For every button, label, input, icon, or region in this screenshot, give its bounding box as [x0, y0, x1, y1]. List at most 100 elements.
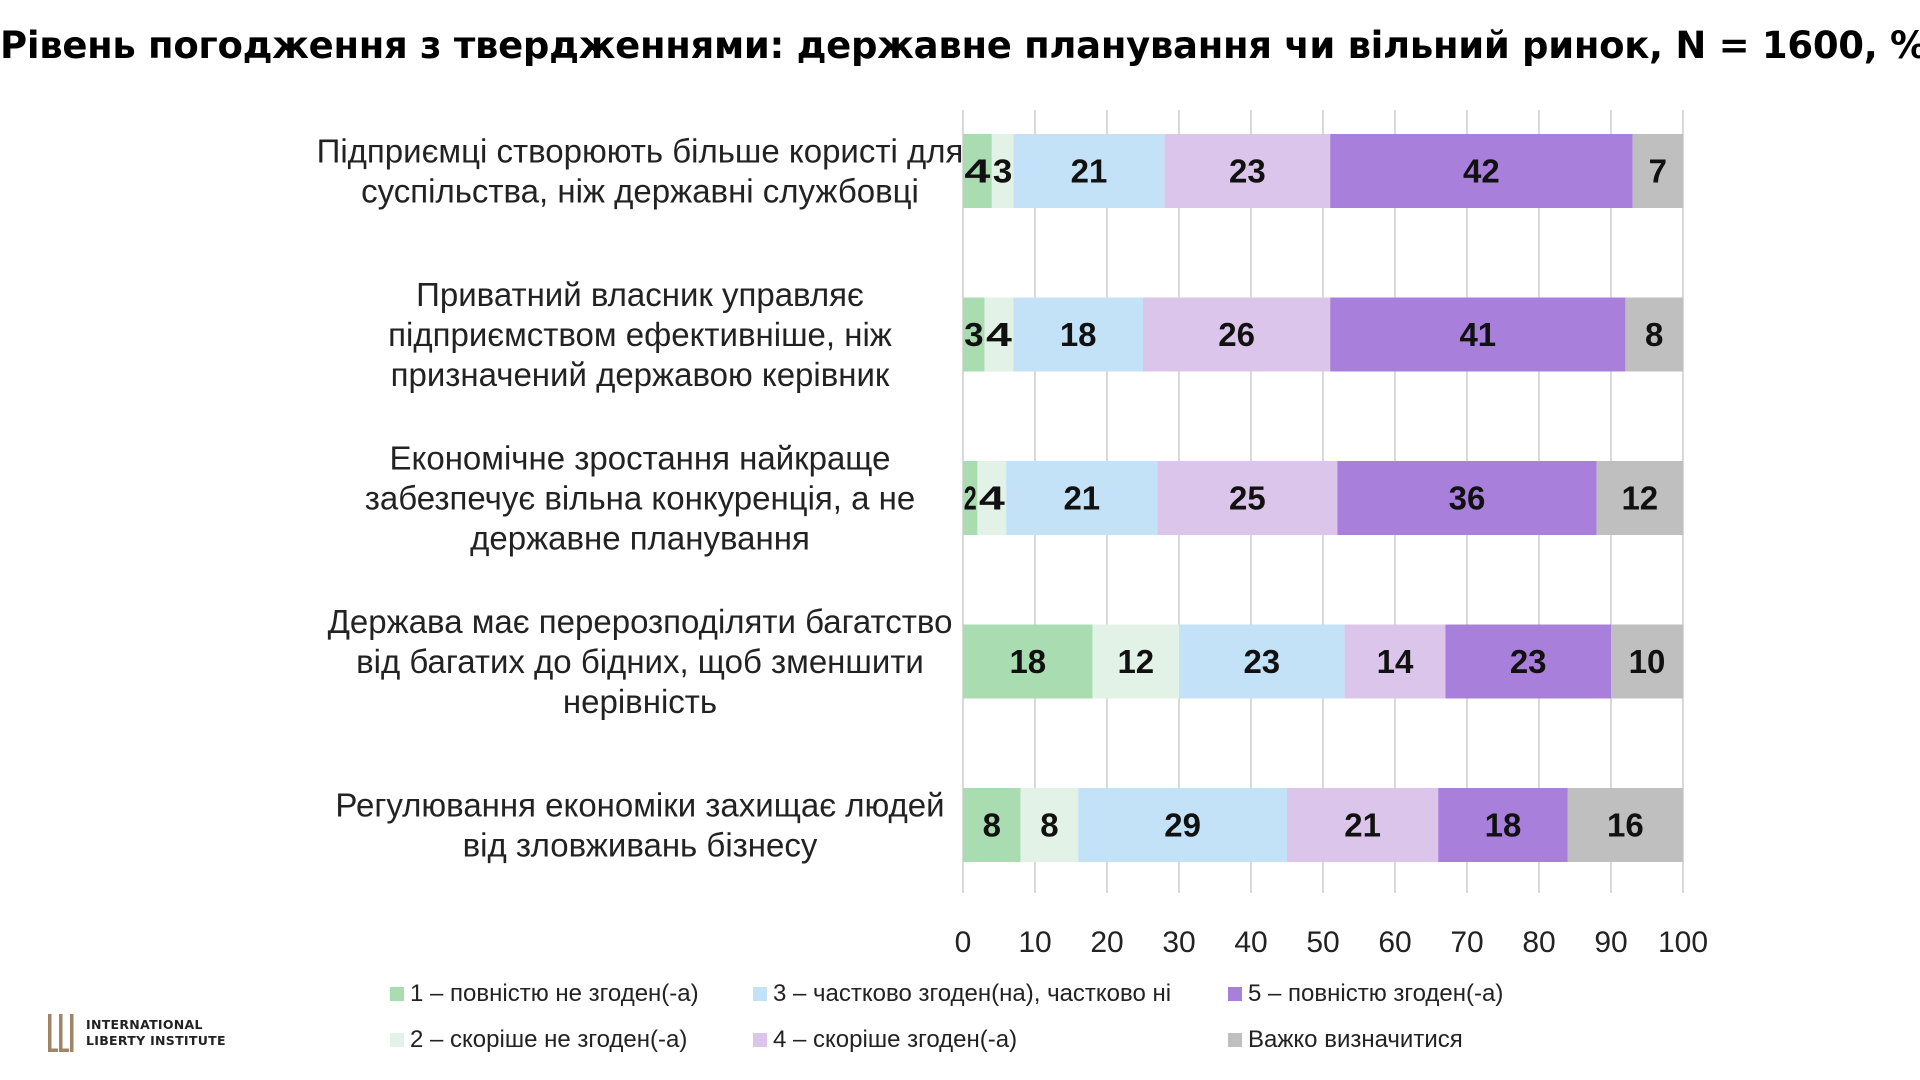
bar-segment — [1006, 461, 1158, 535]
bar-segment — [1330, 134, 1633, 208]
category-label: Приватний власник управляє підприємством … — [388, 276, 892, 393]
data-label: 36 — [1449, 480, 1486, 517]
data-label: 18 — [1009, 643, 1046, 680]
bar-segment — [963, 788, 1021, 862]
legend-item: 4 – скоріше згоден(-а) — [753, 1026, 1017, 1054]
legend-item: Важко визначитися — [1228, 1026, 1463, 1054]
bar-segment — [1092, 624, 1179, 699]
data-label: 21 — [1063, 480, 1100, 517]
x-tick-label: 30 — [1162, 926, 1195, 959]
category-label-line: Підприємці створюють більше користі для — [317, 133, 964, 170]
bar-segment — [1013, 297, 1143, 372]
category-label: Держава має перерозподіляти багатство від… — [328, 603, 953, 720]
category-label-line: від багатих до бідних, щоб зменшити — [356, 643, 924, 680]
data-label: 18 — [1060, 316, 1097, 353]
bar-segment — [1164, 134, 1331, 208]
tick-layer: 0 10 20 30 40 50 60 70 80 90 100 — [955, 926, 1708, 959]
logo-text-line2: LIBERTY INSTITUTE — [86, 1033, 226, 1048]
legend: 1 – повністю не згоден(-а) 2 – скоріше не… — [390, 970, 1590, 1070]
bar-segment — [1445, 624, 1611, 699]
bar-segment — [963, 624, 1093, 699]
bar-segment — [1438, 788, 1568, 862]
category-label: Регулювання економіки захищає людей від з… — [335, 787, 944, 864]
chart-title: Рівень погодження з твердженнями: держав… — [0, 24, 1920, 67]
data-label: 8 — [1040, 807, 1058, 844]
category-label-line: забезпечує вільна конкуренція, а не — [365, 480, 915, 517]
data-label: 3 — [964, 316, 983, 353]
data-label: 26 — [1218, 316, 1255, 353]
bar-segment — [1611, 624, 1683, 699]
x-tick-label: 10 — [1018, 926, 1051, 959]
data-label: 12 — [1117, 643, 1154, 680]
data-label: 8 — [983, 807, 1001, 844]
bar-segment — [1596, 461, 1683, 535]
x-tick-label: 0 — [955, 926, 972, 959]
data-label: 23 — [1229, 153, 1266, 190]
category-label-line: Приватний власник управляє — [416, 276, 864, 313]
legend-swatch — [390, 987, 404, 1001]
data-label: 12 — [1621, 480, 1658, 517]
legend-item: 5 – повністю згоден(-а) — [1228, 980, 1503, 1008]
data-label: 14 — [1377, 643, 1414, 680]
legend-swatch — [753, 987, 767, 1001]
bar-segment — [984, 297, 1014, 372]
legend-label: Важко визначитися — [1248, 1026, 1463, 1053]
bar-segment — [1567, 788, 1683, 862]
legend-item: 1 – повністю не згоден(-а) — [390, 980, 699, 1008]
legend-label: 5 – повністю згоден(-а) — [1248, 980, 1504, 1007]
bar-segment — [1625, 297, 1683, 372]
x-tick-label: 20 — [1090, 926, 1123, 959]
data-label: 3 — [993, 153, 1012, 190]
x-tick-label: 50 — [1306, 926, 1339, 959]
category-label-line: Держава має перерозподіляти багатство — [328, 603, 953, 640]
data-label: 2 — [964, 480, 977, 517]
bar-segment — [963, 134, 992, 208]
category-label-line: призначений державою керівник — [391, 356, 890, 393]
bar-segment — [1344, 624, 1446, 699]
logo: INTERNATIONAL LIBERTY INSTITUTE — [46, 1010, 226, 1056]
data-label: 21 — [1071, 153, 1108, 190]
category-label: Підприємці створюють більше користі для с… — [317, 133, 964, 210]
category-label: Економічне зростання найкраще забезпечує … — [365, 440, 915, 557]
x-tick-label: 100 — [1658, 926, 1708, 959]
category-label-line: Регулювання економіки захищає людей — [335, 787, 944, 824]
data-label: 18 — [1485, 807, 1522, 844]
data-label: 7 — [1649, 153, 1667, 190]
category-label-line: від зловживань бізнесу — [463, 827, 818, 864]
bar-layer — [963, 134, 1683, 862]
bar-segment — [1078, 788, 1287, 862]
category-label-line: державне планування — [470, 520, 810, 557]
data-label: 25 — [1229, 480, 1266, 517]
data-label: 4 — [964, 153, 991, 190]
bar-segment — [1013, 134, 1165, 208]
bar-segment — [1337, 461, 1597, 535]
data-label: 23 — [1243, 643, 1280, 680]
bar-segment — [1632, 134, 1683, 208]
legend-item: 2 – скоріше не згоден(-а) — [390, 1026, 687, 1054]
bar-segment — [1157, 461, 1338, 535]
data-label: 16 — [1607, 807, 1644, 844]
category-label-layer: Підприємці створюють більше користі для с… — [317, 133, 964, 864]
x-tick-label: 40 — [1234, 926, 1267, 959]
category-label-line: нерівність — [563, 683, 717, 720]
category-label-line: суспільства, ніж державні службовці — [361, 173, 919, 210]
bar-segment — [991, 134, 1014, 208]
legend-label: 4 – скоріше згоден(-а) — [773, 1026, 1018, 1053]
data-label: 21 — [1344, 807, 1381, 844]
bar-segment — [1020, 788, 1079, 862]
bar-segment — [1287, 788, 1439, 862]
bar-segment — [1330, 297, 1626, 372]
legend-label: 2 – скоріше не згоден(-а) — [410, 1026, 688, 1053]
data-label: 4 — [986, 316, 1013, 353]
data-label: 8 — [1645, 316, 1663, 353]
x-tick-label: 60 — [1378, 926, 1411, 959]
legend-label: 3 – частково згоден(на), частково ні — [773, 980, 1172, 1007]
bar-segment — [963, 297, 985, 372]
category-label-line: підприємством ефективніше, ніж — [388, 316, 892, 353]
category-label-line: Економічне зростання найкраще — [390, 440, 891, 477]
data-label: 41 — [1459, 316, 1496, 353]
logo-text-line1: INTERNATIONAL — [86, 1017, 203, 1032]
legend-item: 3 – частково згоден(на), частково ні — [753, 980, 1171, 1008]
x-tick-label: 90 — [1594, 926, 1627, 959]
